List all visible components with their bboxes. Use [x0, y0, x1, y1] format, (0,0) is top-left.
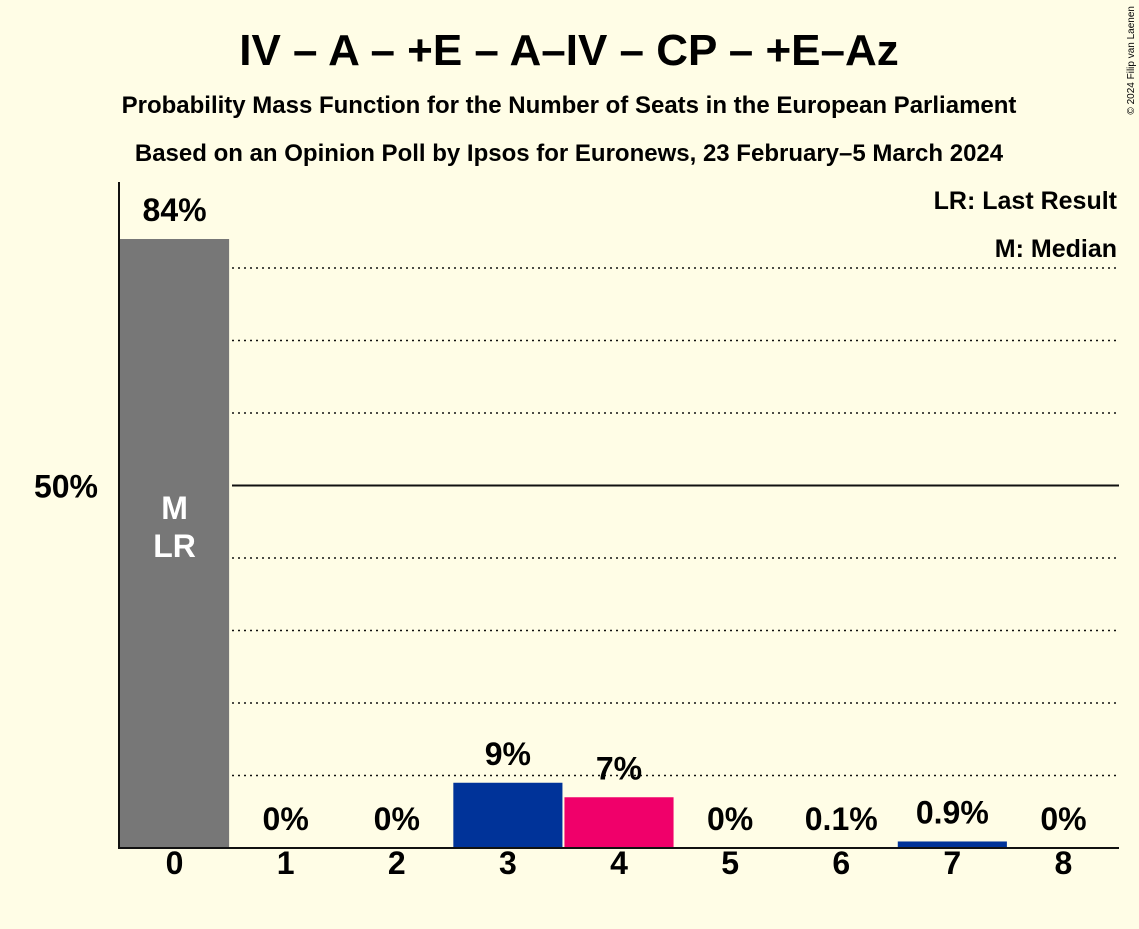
bar [897, 841, 1007, 848]
bar [453, 782, 563, 848]
data-label: 84% [143, 192, 207, 228]
x-tick-label: 3 [499, 845, 517, 881]
chart-subtitle: Probability Mass Function for the Number… [122, 92, 1017, 119]
bar [120, 239, 230, 848]
last-result-marker: LR [153, 528, 196, 564]
data-label: 0% [1040, 801, 1086, 837]
data-label: 7% [596, 750, 642, 786]
x-tick-label: 6 [832, 845, 850, 881]
y-tick-label: 50% [34, 469, 98, 505]
x-tick-label: 1 [277, 845, 295, 881]
x-tick-label: 0 [166, 845, 184, 881]
data-label: 0% [707, 801, 753, 837]
x-axis-labels: 0 1 2 3 4 5 6 7 8 [166, 845, 1073, 881]
data-label: 9% [485, 736, 531, 772]
x-tick-label: 7 [943, 845, 961, 881]
x-tick-label: 5 [721, 845, 739, 881]
median-marker: M [161, 490, 188, 526]
chart-source: Based on an Opinion Poll by Ipsos for Eu… [135, 140, 1004, 167]
data-label: 0% [374, 801, 420, 837]
x-tick-label: 4 [610, 845, 628, 881]
x-tick-label: 8 [1055, 845, 1073, 881]
data-label: 0.1% [805, 801, 878, 837]
legend-last-result: LR: Last Result [934, 187, 1118, 215]
chart-title: IV – A – +E – A–IV – CP – +E–Az [239, 26, 899, 75]
gridlines [232, 267, 1119, 777]
legend-median: M: Median [995, 235, 1117, 263]
x-tick-label: 2 [388, 845, 406, 881]
y-axis-labels: 50% [34, 469, 98, 505]
bar [564, 797, 674, 848]
data-label: 0.9% [916, 794, 989, 830]
copyright: © 2024 Filip van Laenen [1126, 6, 1137, 115]
data-label: 0% [263, 801, 309, 837]
bars: 84% 0% 0% 9% 7% 0% 0.1% 0.9% 0% MLR [120, 192, 1087, 848]
